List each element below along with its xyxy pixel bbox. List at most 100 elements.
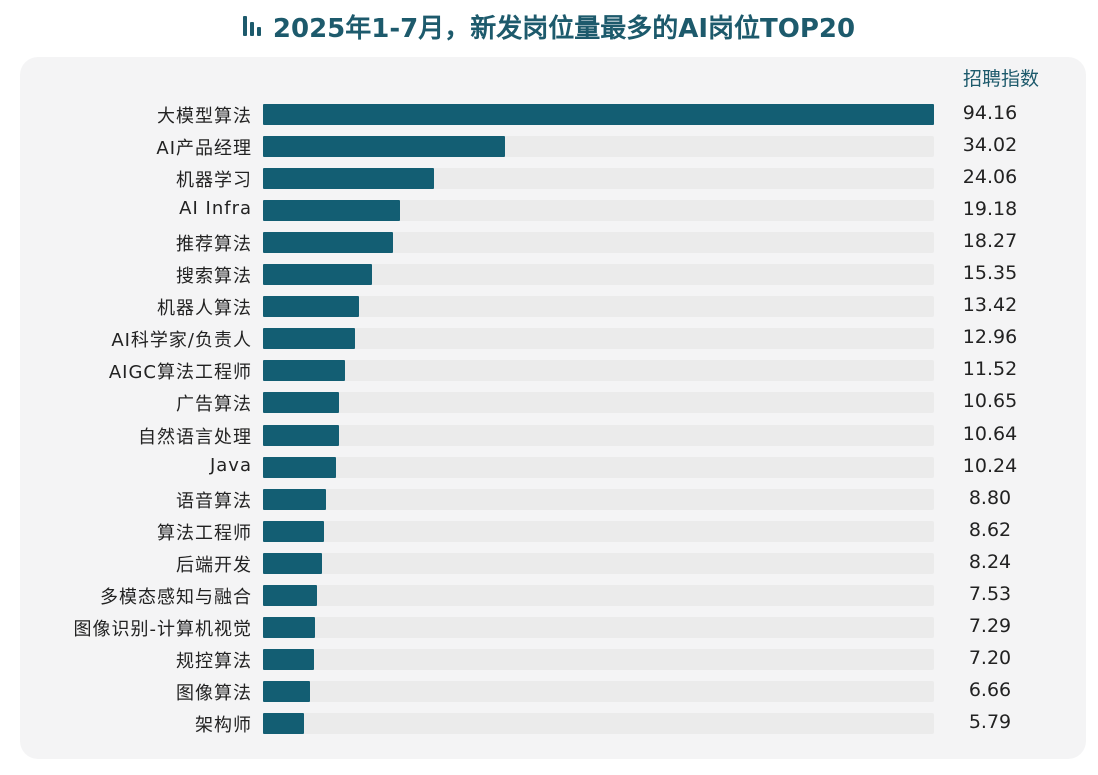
- value-label: 10.65: [962, 390, 1018, 413]
- category-label: 后端开发: [176, 554, 252, 576]
- bar-row: 机器学习 24.06: [0, 163, 1098, 195]
- category-label: Java: [209, 454, 252, 476]
- bar-row: Java 10.24: [0, 452, 1098, 484]
- value-label: 7.53: [968, 582, 1012, 605]
- value-label: 13.42: [962, 294, 1018, 317]
- bar: [263, 520, 325, 542]
- bar-track: [263, 552, 934, 574]
- value-label: 24.06: [962, 166, 1018, 189]
- bar: [263, 328, 356, 350]
- category-label: AI科学家/负责人: [111, 330, 252, 352]
- value-label: 7.20: [968, 646, 1012, 669]
- bar-row: 算法工程师 8.62: [0, 516, 1098, 548]
- bar-track: [263, 136, 934, 158]
- bar: [263, 648, 315, 670]
- bar-row: 架构师 5.79: [0, 708, 1098, 740]
- bar-track: [263, 680, 934, 702]
- bar: [263, 584, 317, 606]
- bar-row: 图像识别-计算机视觉 7.29: [0, 612, 1098, 644]
- value-label: 18.27: [962, 230, 1018, 253]
- bar-row: 后端开发 8.24: [0, 548, 1098, 580]
- bar-row: 自然语言处理 10.64: [0, 420, 1098, 452]
- bar: [263, 232, 394, 254]
- bar-track: [263, 392, 934, 414]
- value-label: 6.66: [968, 678, 1012, 701]
- category-label: AIGC算法工程师: [108, 362, 252, 384]
- bar-track: [263, 168, 934, 190]
- bar-track: [263, 616, 934, 638]
- value-label: 94.16: [962, 102, 1018, 124]
- bar-track: [263, 648, 934, 670]
- bar: [263, 424, 339, 446]
- bar-track: [263, 296, 934, 318]
- value-label: 11.52: [962, 358, 1018, 381]
- bar-track: [263, 328, 934, 350]
- bar: [263, 616, 315, 638]
- bar: [263, 360, 346, 382]
- bar: [263, 456, 336, 478]
- bar-row: AI科学家/负责人 12.96: [0, 323, 1098, 355]
- bar: [263, 104, 934, 125]
- bar-row: AIGC算法工程师 11.52: [0, 355, 1098, 387]
- value-label: 8.62: [968, 518, 1012, 541]
- value-label: 10.24: [962, 454, 1018, 477]
- bar: [263, 136, 506, 158]
- value-label: 5.79: [968, 710, 1012, 733]
- bar: [263, 296, 359, 318]
- value-label: 34.02: [962, 134, 1018, 157]
- bar: [263, 264, 373, 286]
- bar-row: 规控算法 7.20: [0, 644, 1098, 676]
- bar-row: AI Infra 19.18: [0, 195, 1098, 227]
- bar-chart-icon: [242, 16, 261, 36]
- value-label: 12.96: [962, 326, 1018, 349]
- bar-track: [263, 584, 934, 606]
- category-label: 多模态感知与融合: [100, 586, 252, 608]
- value-label: 8.80: [968, 486, 1012, 509]
- bar: [263, 168, 435, 190]
- bar-track: [263, 200, 934, 222]
- value-label: 19.18: [962, 198, 1018, 221]
- category-label: 架构师: [195, 714, 252, 736]
- bar: [263, 200, 400, 222]
- category-label: 语音算法: [176, 490, 252, 512]
- bar-track: [263, 712, 934, 734]
- bar-row: AI产品经理 34.02: [0, 131, 1098, 163]
- bar: [263, 680, 311, 702]
- value-label: 15.35: [962, 262, 1018, 285]
- bar-track: [263, 424, 934, 446]
- chart-title-bar: 2025年1-7月，新发岗位量最多的AI岗位TOP20: [0, 6, 1098, 46]
- bar-track: [263, 488, 934, 510]
- bar-track: [263, 264, 934, 286]
- bar-track: [263, 520, 934, 542]
- category-label: 广告算法: [176, 394, 252, 416]
- bar-row: 多模态感知与融合 7.53: [0, 580, 1098, 612]
- bar-row: 大模型算法 94.16: [0, 99, 1098, 131]
- category-label: 图像识别-计算机视觉: [73, 618, 252, 640]
- bar: [263, 712, 305, 734]
- bar-track: [263, 360, 934, 382]
- category-label: 图像算法: [176, 682, 252, 704]
- category-label: 自然语言处理: [138, 426, 252, 448]
- bar: [263, 392, 339, 414]
- bar-track: [263, 232, 934, 254]
- category-label: AI产品经理: [156, 138, 252, 160]
- chart-title: 2025年1-7月，新发岗位量最多的AI岗位TOP20: [272, 13, 856, 44]
- value-label: 10.64: [962, 422, 1018, 445]
- category-label: 搜索算法: [176, 266, 252, 288]
- category-label: 规控算法: [176, 650, 252, 672]
- category-label: 推荐算法: [176, 234, 252, 256]
- bar-row: 图像算法 6.66: [0, 676, 1098, 708]
- bar-row: 语音算法 8.80: [0, 484, 1098, 516]
- bar-row: 搜索算法 15.35: [0, 259, 1098, 291]
- category-label: 大模型算法: [157, 106, 252, 127]
- value-label: 8.24: [968, 550, 1012, 573]
- category-label: AI Infra: [179, 198, 252, 220]
- bar-track: [263, 456, 934, 478]
- category-label: 算法工程师: [157, 522, 252, 544]
- category-label: 机器学习: [176, 170, 252, 192]
- bar-row: 机器人算法 13.42: [0, 291, 1098, 323]
- bar-row: 推荐算法 18.27: [0, 227, 1098, 259]
- bar: [263, 488, 326, 510]
- bar: [263, 552, 322, 574]
- category-label: 机器人算法: [157, 298, 252, 320]
